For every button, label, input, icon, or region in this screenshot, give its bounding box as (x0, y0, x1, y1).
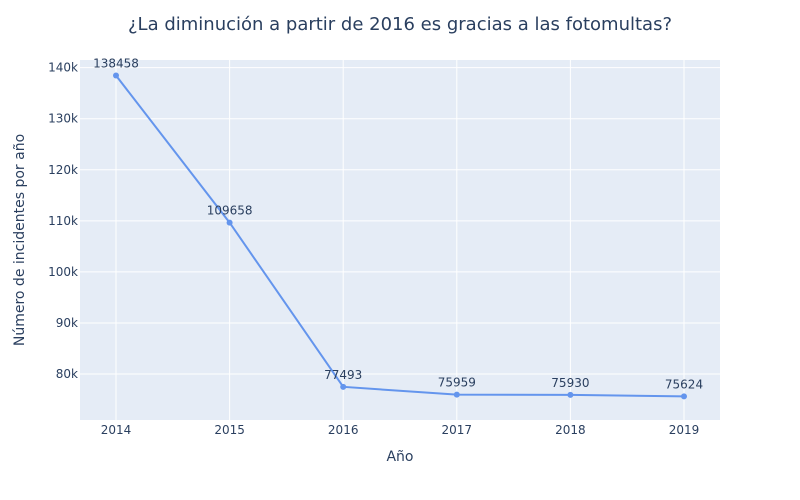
data-point (681, 393, 687, 400)
y-tick-label: 80k (56, 367, 78, 381)
y-tick-label: 90k (56, 316, 78, 330)
y-tick-label: 100k (48, 265, 78, 279)
y-tick-label: 130k (48, 112, 78, 126)
x-tick-label: 2016 (328, 423, 359, 437)
data-point (567, 391, 574, 398)
y-tick-label: 140k (48, 61, 78, 75)
data-point (113, 72, 119, 79)
data-point (340, 383, 347, 390)
data-point (226, 219, 233, 226)
data-labels: 138458 109658 77493 75959 75930 75624 (93, 57, 703, 392)
y-axis-ticks: 80k 90k 100k 110k 120k 130k 140k (48, 61, 78, 381)
data-label: 109658 (207, 204, 253, 218)
data-label: 138458 (93, 57, 139, 71)
x-tick-label: 2014 (101, 423, 132, 437)
x-axis-ticks: 2014 2015 2016 2017 2018 2019 (101, 423, 700, 437)
data-label: 75959 (438, 376, 476, 390)
series-line (115, 74, 685, 398)
data-point (453, 391, 460, 398)
y-tick-label: 110k (48, 214, 78, 228)
data-label: 75930 (551, 376, 589, 390)
x-tick-label: 2017 (442, 423, 473, 437)
y-tick-label: 120k (48, 163, 78, 177)
y-axis-title: Número de incidentes por año (12, 134, 28, 346)
x-axis-title: Año (386, 449, 413, 465)
x-tick-label: 2019 (669, 423, 700, 437)
data-points (113, 72, 687, 400)
data-label: 77493 (324, 368, 362, 382)
data-label: 75624 (665, 377, 703, 391)
x-tick-label: 2018 (555, 423, 586, 437)
plot-area (80, 60, 720, 420)
gridlines (80, 60, 720, 420)
chart-title: ¿La diminución a partir de 2016 es graci… (128, 14, 672, 35)
x-tick-label: 2015 (214, 423, 245, 437)
